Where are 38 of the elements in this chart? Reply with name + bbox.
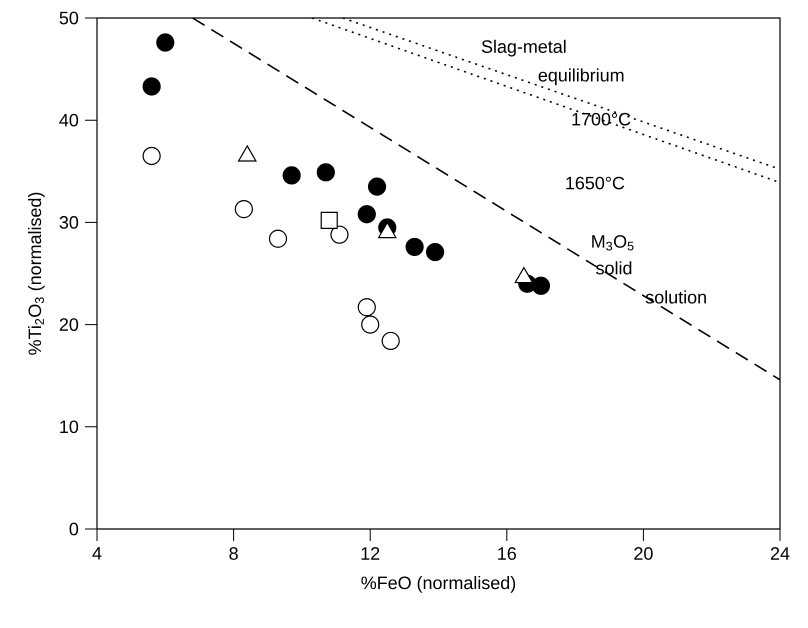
x-tick-label: 16: [498, 547, 516, 560]
point: [358, 205, 376, 224]
x-tick-label: 4: [92, 547, 102, 560]
point: [234, 200, 253, 218]
annotation: Slag-metal: [482, 40, 566, 57]
point: [358, 298, 376, 316]
point: [282, 166, 301, 184]
y-tick-label: 0: [70, 522, 78, 536]
point: [156, 33, 174, 52]
y-tick-label: 10: [60, 420, 78, 434]
annotation: solution: [646, 290, 706, 304]
point: [382, 332, 400, 350]
annotation: solid: [596, 261, 632, 274]
annotation: 1700°C: [572, 112, 630, 126]
annotation: 1650°C: [566, 176, 624, 190]
point: [406, 238, 424, 256]
x-tick-label: 8: [229, 547, 238, 560]
annotation: M$_{3}$O$_{5}$: [592, 235, 634, 251]
y-tick-label: 30: [60, 216, 78, 229]
point: [142, 77, 161, 96]
x-tick-label: 12: [362, 547, 380, 560]
y-axis-title: %Ti$_{2}$O$_{3}$ (normalised): [28, 192, 45, 355]
point: [142, 146, 161, 166]
point: [330, 226, 349, 244]
point: [361, 316, 380, 334]
point: [426, 242, 444, 262]
point: [368, 178, 386, 196]
point: [532, 276, 550, 295]
point: [316, 163, 335, 182]
point: [268, 230, 288, 248]
y-tick-label: 20: [60, 318, 78, 331]
y-tick-label: 40: [59, 114, 78, 127]
y-tick-label: 50: [60, 12, 78, 24]
x-tick-label: 20: [634, 547, 653, 560]
x-axis-title: %FeO (normalised): [361, 576, 516, 593]
point: [320, 212, 338, 229]
x-tick-label: 24: [770, 547, 790, 560]
annotation: equilibrium: [538, 68, 624, 86]
